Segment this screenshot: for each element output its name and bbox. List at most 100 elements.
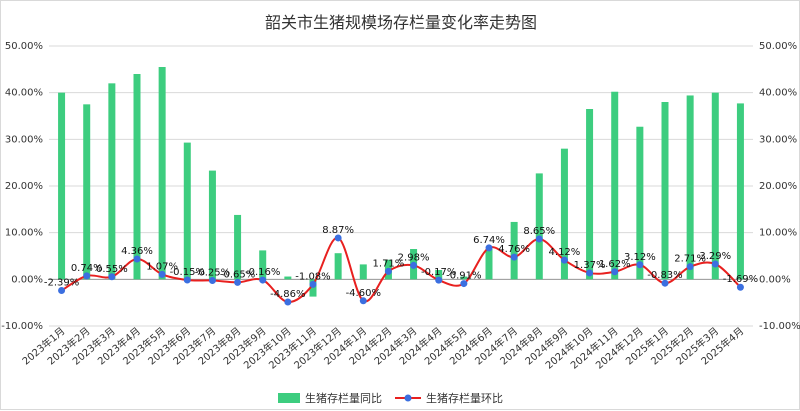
legend-label-bar: 生猪存栏量同比 xyxy=(305,391,382,405)
line-point xyxy=(309,280,317,288)
bar xyxy=(133,74,141,280)
chart-title: 韶关市生猪规模场存栏量变化率走势图 xyxy=(264,13,537,32)
data-label: 3.29% xyxy=(699,251,731,262)
data-label: 4.12% xyxy=(549,247,581,258)
data-label: 4.36% xyxy=(121,246,153,257)
data-label: 1.07% xyxy=(146,261,178,272)
series-line xyxy=(61,236,742,304)
line-point xyxy=(736,283,744,291)
bar xyxy=(586,109,594,280)
y-tick-label-left: 0.00% xyxy=(11,274,43,285)
data-label: -1.69% xyxy=(723,274,758,285)
data-label: -0.91% xyxy=(446,271,481,282)
bar xyxy=(334,253,342,280)
bar xyxy=(284,276,292,280)
legend-swatch-bar xyxy=(278,393,300,403)
line-point xyxy=(83,272,91,280)
data-label: 1.62% xyxy=(599,259,631,270)
bar xyxy=(108,83,116,280)
line-point xyxy=(334,234,342,242)
line-point xyxy=(636,261,644,269)
y-tick-label-right: 30.00% xyxy=(759,134,797,145)
y-tick-label-left: 10.00% xyxy=(5,228,43,239)
y-tick-label-right: 50.00% xyxy=(759,41,797,52)
legend-label-line: 生猪存栏量环比 xyxy=(426,391,503,405)
legend-swatch-marker xyxy=(404,394,412,402)
y-tick-label-right: 10.00% xyxy=(759,228,797,239)
line-point xyxy=(384,267,392,275)
y-tick-label-right: 0.00% xyxy=(759,274,791,285)
line-point xyxy=(485,244,493,252)
bar xyxy=(234,214,242,280)
data-label: 1.71% xyxy=(373,258,405,269)
line-point xyxy=(611,268,619,276)
bar xyxy=(460,276,468,280)
bar xyxy=(58,92,66,280)
line-point xyxy=(460,280,468,288)
data-label: -0.15% xyxy=(170,267,205,278)
line-point xyxy=(435,276,443,284)
data-label: -0.83% xyxy=(647,270,682,281)
line-point xyxy=(560,256,568,264)
data-label: 2.71% xyxy=(674,254,706,265)
line-point xyxy=(284,298,292,306)
bar xyxy=(359,264,367,280)
data-label: -0.16% xyxy=(245,267,280,278)
line-point xyxy=(711,260,719,268)
bar xyxy=(83,104,91,280)
data-label: 0.74% xyxy=(71,263,103,274)
line-point xyxy=(510,253,518,261)
data-label: -0.25% xyxy=(195,268,230,279)
y-tick-label-left: 40.00% xyxy=(5,88,43,99)
line-point xyxy=(259,276,267,284)
line-point xyxy=(410,261,418,269)
line-point xyxy=(108,273,116,281)
data-label: 8.65% xyxy=(523,226,555,237)
data-label: 4.76% xyxy=(498,244,530,255)
y-tick-label-right: -10.00% xyxy=(759,321,800,332)
data-label: 3.12% xyxy=(624,252,656,263)
data-label: 2.98% xyxy=(398,252,430,263)
data-label: -0.17% xyxy=(421,267,456,278)
bar xyxy=(661,102,669,280)
bar xyxy=(736,103,744,280)
bar xyxy=(711,92,719,280)
line-point xyxy=(661,279,669,287)
line-point xyxy=(535,235,543,243)
y-tick-label-left: 20.00% xyxy=(5,181,43,192)
bar xyxy=(259,250,267,280)
bar xyxy=(435,270,443,280)
data-label: -2.39% xyxy=(44,277,79,288)
data-label: -4.86% xyxy=(270,289,305,300)
bar xyxy=(636,126,644,280)
bar xyxy=(485,249,493,280)
data-label: -4.60% xyxy=(346,288,381,299)
line-point xyxy=(686,263,694,271)
bar xyxy=(535,173,543,280)
bar xyxy=(510,221,518,280)
y-tick-label-left: 30.00% xyxy=(5,134,43,145)
line-point xyxy=(133,255,141,263)
bar xyxy=(560,148,568,280)
line-point xyxy=(586,269,594,277)
data-label: 0.55% xyxy=(96,264,128,275)
bar xyxy=(611,91,619,280)
y-tick-label-right: 40.00% xyxy=(759,88,797,99)
bar xyxy=(309,279,317,297)
y-tick-label-left: 50.00% xyxy=(5,41,43,52)
data-label: -0.65% xyxy=(220,269,255,280)
data-label: 1.37% xyxy=(574,260,606,271)
data-label: 8.87% xyxy=(322,225,354,236)
line-point xyxy=(158,270,166,278)
y-tick-label-left: -10.00% xyxy=(1,321,43,332)
bar xyxy=(208,170,216,280)
line-point xyxy=(359,297,367,305)
line-point xyxy=(58,286,66,294)
bar xyxy=(686,95,694,280)
data-label: 6.74% xyxy=(473,235,505,246)
line-point xyxy=(208,277,216,284)
bar xyxy=(158,67,166,280)
data-label: -1.08% xyxy=(295,271,330,282)
